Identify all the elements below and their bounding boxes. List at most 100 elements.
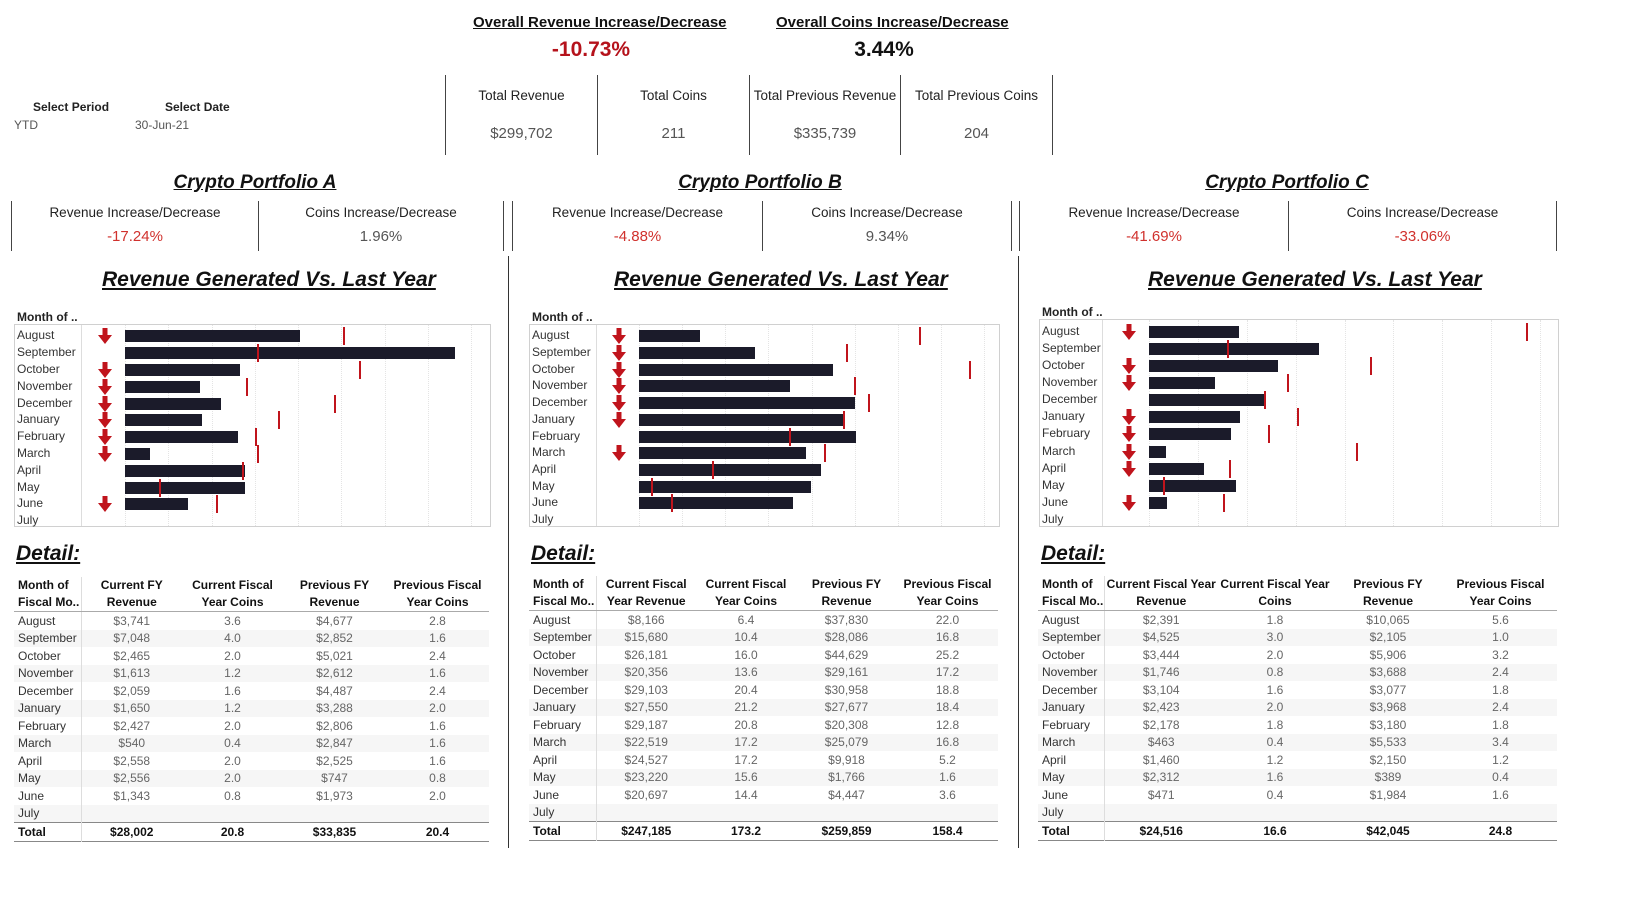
previous-revenue-marker[interactable] <box>1222 494 1225 513</box>
current-revenue-bar[interactable] <box>639 330 700 343</box>
current-revenue-bar[interactable] <box>639 430 856 443</box>
select-date-value[interactable]: 30-Jun-21 <box>135 118 190 132</box>
table-row: May $2,556 2.0 $747 0.8 <box>14 769 489 787</box>
current-revenue-bar[interactable] <box>1149 479 1236 492</box>
previous-revenue-marker[interactable] <box>216 495 219 514</box>
current-revenue-bar[interactable] <box>125 414 203 427</box>
column-header[interactable]: Current Fiscal Year Revenue <box>1104 576 1218 611</box>
current-revenue-bar[interactable] <box>1149 394 1266 407</box>
column-header[interactable]: Previous FY Revenue <box>283 577 386 612</box>
total-value: $259,859 <box>796 821 897 840</box>
column-header[interactable]: Current Fiscal Year Coins <box>1218 576 1332 611</box>
previous-revenue-marker[interactable] <box>846 344 849 363</box>
current-revenue-bar[interactable] <box>639 413 844 426</box>
column-header[interactable]: Previous FY Revenue <box>1332 576 1444 611</box>
current-revenue-bar[interactable] <box>639 497 793 510</box>
previous-revenue-marker[interactable] <box>969 360 972 379</box>
column-header[interactable]: Current Fiscal Year Coins <box>182 577 283 612</box>
column-header[interactable]: Previous Fiscal Year Coins <box>386 577 489 612</box>
current-revenue-bar[interactable] <box>1149 411 1241 424</box>
month-cell: May <box>14 769 82 787</box>
current-revenue-bar[interactable] <box>1149 462 1204 475</box>
previous-revenue-marker[interactable] <box>867 394 870 413</box>
current-revenue-bar[interactable] <box>639 380 791 393</box>
gridline <box>384 325 386 526</box>
current-revenue-bar[interactable] <box>125 481 245 494</box>
previous-revenue-marker[interactable] <box>651 477 654 496</box>
column-header[interactable]: Current FY Revenue <box>81 577 182 612</box>
previous-revenue-marker[interactable] <box>824 444 827 463</box>
current-revenue-bar[interactable] <box>125 364 241 376</box>
previous-revenue-marker[interactable] <box>158 478 161 497</box>
previous-revenue-marker[interactable] <box>918 327 921 346</box>
current-revenue-bar[interactable] <box>1149 428 1231 441</box>
month-label: April <box>532 461 557 476</box>
previous-revenue-marker[interactable] <box>843 410 846 429</box>
current-revenue-bar[interactable] <box>639 347 756 360</box>
value-cell: 18.4 <box>897 698 998 716</box>
current-revenue-bar[interactable] <box>639 447 807 460</box>
column-header[interactable]: Month of Fiscal Mo.. <box>1038 576 1105 611</box>
column-header[interactable]: Previous Fiscal Year Coins <box>897 576 998 611</box>
current-revenue-bar[interactable] <box>639 480 812 493</box>
previous-revenue-marker[interactable] <box>788 427 791 446</box>
column-header[interactable]: Previous Fiscal Year Coins <box>1444 576 1557 611</box>
previous-revenue-marker[interactable] <box>342 327 345 346</box>
current-revenue-bar[interactable] <box>1149 445 1167 458</box>
previous-revenue-marker[interactable] <box>246 377 249 396</box>
current-revenue-bar[interactable] <box>125 347 455 360</box>
previous-revenue-marker[interactable] <box>854 377 857 396</box>
current-revenue-bar[interactable] <box>125 330 300 343</box>
current-revenue-bar[interactable] <box>125 464 245 477</box>
detail-title: Detail: <box>1041 542 1106 565</box>
select-period-value[interactable]: YTD <box>14 118 38 132</box>
month-cell: October <box>1038 646 1105 664</box>
previous-revenue-marker[interactable] <box>277 411 280 430</box>
previous-revenue-marker[interactable] <box>1370 356 1373 375</box>
current-revenue-bar[interactable] <box>639 397 855 410</box>
month-cell: April <box>529 751 597 769</box>
previous-revenue-marker[interactable] <box>358 361 361 379</box>
previous-revenue-marker[interactable] <box>242 461 245 480</box>
current-revenue-bar[interactable] <box>1149 377 1215 390</box>
current-revenue-bar[interactable] <box>639 463 821 476</box>
previous-revenue-marker[interactable] <box>1356 442 1359 461</box>
value-cell: $1,650 <box>81 699 182 717</box>
current-revenue-bar[interactable] <box>125 498 188 511</box>
column-header[interactable]: Month of Fiscal Mo.. <box>14 577 82 612</box>
month-cell: March <box>1038 733 1105 751</box>
column-header[interactable]: Month of Fiscal Mo.. <box>529 576 597 611</box>
previous-revenue-marker[interactable] <box>257 344 260 363</box>
column-header[interactable]: Current Fiscal Year Coins <box>696 576 796 611</box>
current-revenue-bar[interactable] <box>125 380 201 393</box>
previous-revenue-marker[interactable] <box>257 445 260 463</box>
current-revenue-bar[interactable] <box>1149 342 1320 355</box>
current-revenue-bar[interactable] <box>125 397 222 410</box>
previous-revenue-marker[interactable] <box>1227 339 1230 358</box>
current-revenue-bar[interactable] <box>1149 359 1279 372</box>
value-cell: 20.8 <box>734 717 758 732</box>
previous-revenue-marker[interactable] <box>1162 476 1165 495</box>
current-revenue-bar[interactable] <box>1149 497 1167 510</box>
previous-revenue-marker[interactable] <box>670 494 673 513</box>
previous-revenue-marker[interactable] <box>1228 459 1231 478</box>
current-revenue-bar[interactable] <box>125 431 239 444</box>
month-label: August <box>1042 323 1080 338</box>
previous-revenue-marker[interactable] <box>333 394 336 413</box>
previous-revenue-marker[interactable] <box>1286 374 1289 393</box>
previous-revenue-marker[interactable] <box>1526 322 1529 341</box>
month-label: August <box>532 328 570 343</box>
previous-revenue-marker[interactable] <box>711 460 714 479</box>
value-cell: 1.6 <box>386 629 489 647</box>
previous-revenue-marker[interactable] <box>1263 391 1266 410</box>
month-cell: September <box>529 628 597 646</box>
previous-revenue-marker[interactable] <box>255 428 258 447</box>
column-header[interactable]: Previous FY Revenue <box>796 576 897 611</box>
current-revenue-bar[interactable] <box>125 448 151 460</box>
previous-revenue-marker[interactable] <box>1297 408 1300 427</box>
current-revenue-bar[interactable] <box>639 363 834 376</box>
column-header[interactable]: Current Fiscal Year Revenue <box>596 576 696 611</box>
current-revenue-bar[interactable] <box>1149 325 1239 338</box>
total-label: Total <box>14 822 82 841</box>
previous-revenue-marker[interactable] <box>1267 425 1270 444</box>
